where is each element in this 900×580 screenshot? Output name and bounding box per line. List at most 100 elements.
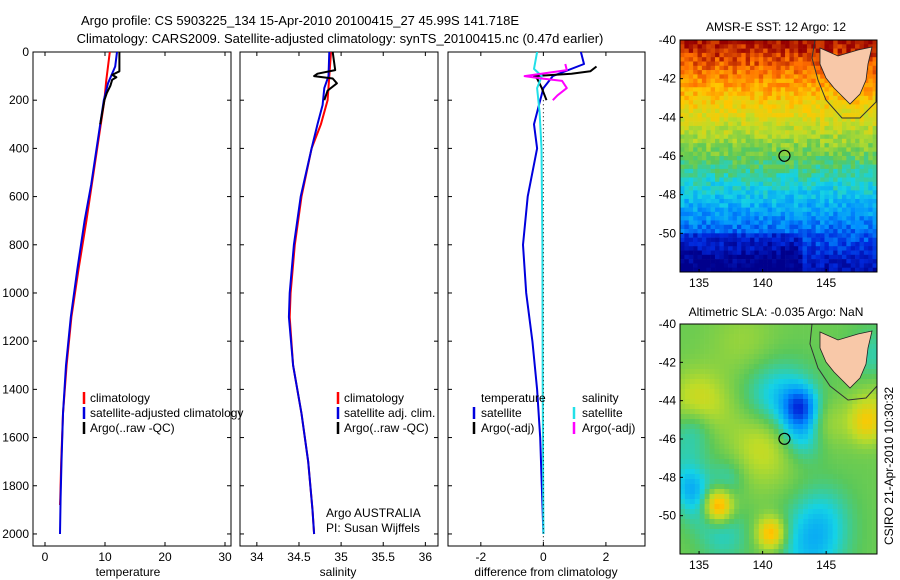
sst-cell bbox=[684, 156, 690, 161]
sla-cell bbox=[729, 519, 735, 525]
sst-cell bbox=[701, 216, 707, 221]
sla-cell bbox=[680, 534, 686, 540]
sst-cell bbox=[701, 263, 707, 269]
sst-cell bbox=[815, 82, 821, 88]
legend-label-climatology: climatology bbox=[344, 391, 404, 405]
sla-cell bbox=[827, 374, 833, 380]
sla-cell bbox=[714, 454, 720, 460]
sst-cell bbox=[745, 40, 751, 45]
sst-cell bbox=[859, 91, 865, 97]
sst-cell bbox=[820, 164, 825, 170]
sst-cell bbox=[758, 108, 764, 114]
sst-cell bbox=[815, 198, 821, 204]
sst-cell bbox=[859, 173, 865, 178]
legend-label-sal-argo: Argo(-adj) bbox=[582, 421, 635, 435]
sst-cell bbox=[785, 108, 790, 114]
sst-cell bbox=[811, 233, 817, 238]
sst-cell bbox=[701, 95, 707, 101]
sla-cell bbox=[788, 434, 794, 440]
sla-cell bbox=[798, 504, 804, 510]
sla-cell bbox=[689, 379, 696, 385]
sst-cell bbox=[837, 147, 843, 153]
sst-cell bbox=[793, 87, 799, 92]
sst-cell bbox=[863, 211, 869, 217]
sst-cell bbox=[719, 40, 725, 45]
sst-cell bbox=[815, 254, 821, 260]
sst-cell bbox=[680, 100, 685, 105]
sst-cell bbox=[745, 91, 751, 97]
sla-cell bbox=[753, 469, 760, 475]
sla-cell bbox=[724, 329, 730, 335]
sst-cell bbox=[859, 224, 865, 230]
sst-cell bbox=[815, 52, 821, 58]
sla-cell bbox=[872, 339, 877, 345]
sla-cell bbox=[808, 354, 814, 360]
sla-cell bbox=[680, 469, 686, 475]
sst-cell bbox=[806, 250, 812, 256]
sla-cell bbox=[744, 459, 750, 465]
sla-cell bbox=[734, 454, 740, 460]
sst-cell bbox=[863, 143, 869, 148]
sst-cell bbox=[780, 100, 786, 105]
sla-cell bbox=[734, 514, 740, 520]
sst-cell bbox=[806, 164, 812, 170]
sla-cell bbox=[734, 469, 740, 475]
sst-cell bbox=[863, 113, 869, 118]
sla-cell bbox=[758, 379, 765, 385]
sst-cell bbox=[780, 113, 786, 118]
sst-cell bbox=[855, 211, 860, 217]
sst-cell bbox=[728, 203, 733, 208]
sla-cell bbox=[788, 464, 794, 470]
sla-cell bbox=[773, 374, 779, 380]
sla-cell bbox=[709, 549, 715, 554]
sla-cell bbox=[724, 379, 730, 385]
sst-cell bbox=[715, 186, 720, 191]
sla-cell bbox=[729, 394, 735, 400]
sst-cell bbox=[767, 190, 773, 195]
sst-cell bbox=[736, 108, 742, 114]
sla-cell bbox=[714, 439, 720, 445]
sla-cell bbox=[788, 469, 794, 475]
sst-cell bbox=[828, 233, 834, 238]
sst-cell bbox=[828, 168, 834, 174]
sla-cell bbox=[689, 354, 696, 360]
sst-cell bbox=[684, 134, 690, 140]
sla-cell bbox=[763, 419, 769, 425]
sla-cell bbox=[704, 414, 710, 420]
sla-cell bbox=[773, 404, 779, 410]
sst-cell bbox=[811, 130, 817, 135]
sla-cell bbox=[842, 389, 848, 395]
sst-cell bbox=[798, 70, 803, 75]
sst-cell bbox=[728, 44, 733, 49]
sla-cell bbox=[763, 489, 769, 495]
sst-cell bbox=[767, 237, 773, 243]
sla-cell bbox=[699, 324, 705, 330]
sla-cell bbox=[768, 524, 774, 530]
sla-cell bbox=[852, 509, 858, 515]
sla-cell bbox=[857, 324, 863, 330]
sst-cell bbox=[789, 198, 795, 204]
sst-cell bbox=[780, 78, 786, 84]
sla-tasmania-land bbox=[819, 330, 873, 389]
sst-cell bbox=[802, 173, 808, 178]
sst-cell bbox=[697, 164, 703, 170]
sst-cell bbox=[763, 229, 768, 234]
sla-cell bbox=[857, 499, 863, 505]
sla-cell bbox=[837, 459, 843, 465]
sst-cell bbox=[872, 61, 877, 67]
sst-cell bbox=[855, 237, 860, 243]
sst-cell bbox=[763, 254, 768, 260]
sla-cell bbox=[817, 464, 824, 470]
sla-cell bbox=[694, 524, 700, 530]
sst-cell bbox=[776, 100, 781, 105]
sst-cell bbox=[684, 164, 690, 170]
sla-cell bbox=[699, 339, 705, 345]
sla-cell bbox=[689, 399, 696, 405]
sst-cell bbox=[811, 151, 817, 157]
sst-cell bbox=[793, 52, 799, 58]
sla-cell bbox=[719, 329, 725, 335]
sst-cell bbox=[680, 82, 685, 88]
sst-cell bbox=[789, 61, 795, 67]
sla-cell bbox=[709, 419, 715, 425]
sla-cell bbox=[837, 494, 843, 500]
